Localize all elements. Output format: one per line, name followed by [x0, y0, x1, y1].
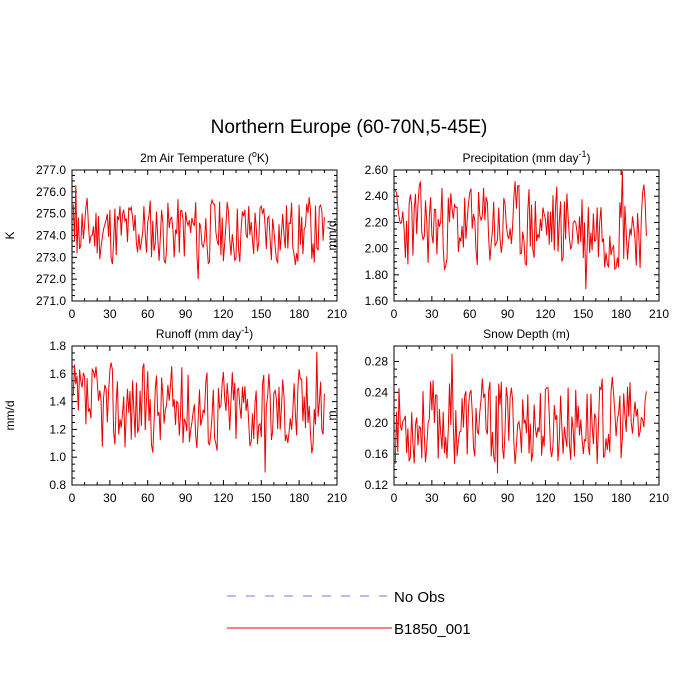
x-tick-label: 60 [141, 491, 155, 505]
y-tick-label: 273.0 [36, 250, 66, 264]
x-tick-label: 60 [463, 491, 477, 505]
y-tick-label: 0.28 [365, 354, 389, 368]
panel-4: Snow Depth (m) 0 30 60 90 120 150 180 210 0.12 0.1… [325, 327, 669, 505]
y-tick-label: 2.60 [365, 163, 389, 177]
x-tick-label: 120 [213, 491, 233, 505]
panel-title: Runoff (mm day-1) [156, 325, 253, 341]
y-tick-label: 277.0 [36, 163, 66, 177]
y-tick-label: 276.0 [36, 185, 66, 199]
x-tick-label: 0 [69, 307, 76, 321]
panel-1: 2m Air Temperature (oK) 0 30 60 90 120 150 180 2… [3, 149, 347, 321]
x-tick-label: 60 [463, 307, 477, 321]
x-tick-label: 90 [501, 307, 515, 321]
x-tick-label: 210 [327, 307, 347, 321]
y-axis-label: mm/d [3, 401, 17, 431]
panel-title: Snow Depth (m) [483, 327, 570, 341]
x-tick-label: 210 [649, 307, 669, 321]
legend-obs-label: No Obs [394, 589, 445, 606]
y-tick-label: 275.0 [36, 207, 66, 221]
x-tick-label: 180 [289, 491, 309, 505]
series-line-B1850_001 [72, 185, 325, 280]
x-tick-label: 180 [289, 307, 309, 321]
x-tick-label: 30 [425, 307, 439, 321]
x-tick-label: 150 [573, 307, 593, 321]
x-tick-label: 0 [69, 491, 76, 505]
legend-model-label: B1850_001 [394, 621, 471, 638]
x-tick-label: 120 [535, 491, 555, 505]
y-tick-label: 272.0 [36, 272, 66, 286]
y-tick-label: 2.20 [365, 215, 389, 229]
y-tick-label: 0.20 [365, 416, 389, 430]
x-tick-label: 0 [391, 491, 398, 505]
x-tick-label: 210 [649, 491, 669, 505]
series-line-B1850_001 [394, 171, 647, 290]
panel-title: Precipitation (mm day-1) [462, 149, 590, 165]
x-tick-label: 30 [103, 491, 117, 505]
y-tick-label: 0.12 [365, 478, 389, 492]
y-tick-label: 274.0 [36, 229, 66, 243]
x-tick-label: 30 [103, 307, 117, 321]
panel-3: Runoff (mm day-1) 0 30 60 90 120 150 180 210 0.8 1… [3, 325, 347, 505]
x-tick-label: 150 [573, 491, 593, 505]
x-tick-label: 150 [251, 307, 271, 321]
x-tick-label: 150 [251, 491, 271, 505]
panel-title: 2m Air Temperature (oK) [140, 149, 269, 165]
y-axis-label: mm/d [325, 221, 339, 251]
y-tick-label: 2.40 [365, 189, 389, 203]
x-tick-label: 120 [535, 307, 555, 321]
x-tick-label: 90 [501, 491, 515, 505]
x-tick-label: 90 [179, 307, 193, 321]
y-axis-label: m [325, 411, 339, 421]
panel-2: Precipitation (mm day-1) 0 30 60 90 120 150 180… [325, 149, 669, 321]
panels: 2m Air Temperature (oK) 0 30 60 90 120 150 180 2… [3, 149, 669, 505]
y-tick-label: 1.60 [365, 294, 389, 308]
x-tick-label: 180 [611, 491, 631, 505]
y-axis-label: K [3, 231, 17, 239]
y-tick-label: 0.16 [365, 447, 389, 461]
x-tick-label: 0 [391, 307, 398, 321]
series-line-B1850_001 [72, 351, 325, 473]
x-tick-label: 180 [611, 307, 631, 321]
x-tick-label: 90 [179, 491, 193, 505]
y-tick-label: 1.80 [365, 268, 389, 282]
y-tick-label: 0.8 [49, 478, 66, 492]
legend: No Obs B1850_001 [227, 589, 471, 638]
x-tick-label: 210 [327, 491, 347, 505]
y-tick-label: 1.6 [49, 367, 66, 381]
y-tick-label: 1.8 [49, 339, 66, 353]
y-tick-label: 0.24 [365, 385, 389, 399]
series-line-B1850_001 [394, 353, 647, 474]
x-tick-label: 120 [213, 307, 233, 321]
y-tick-label: 1.4 [49, 395, 66, 409]
x-tick-label: 30 [425, 491, 439, 505]
y-tick-label: 1.0 [49, 450, 66, 464]
figure-title: Northern Europe (60-70N,5-45E) [211, 117, 488, 138]
y-tick-label: 2.00 [365, 242, 389, 256]
x-tick-label: 60 [141, 307, 155, 321]
y-tick-label: 271.0 [36, 294, 66, 308]
y-tick-label: 1.2 [49, 422, 66, 436]
